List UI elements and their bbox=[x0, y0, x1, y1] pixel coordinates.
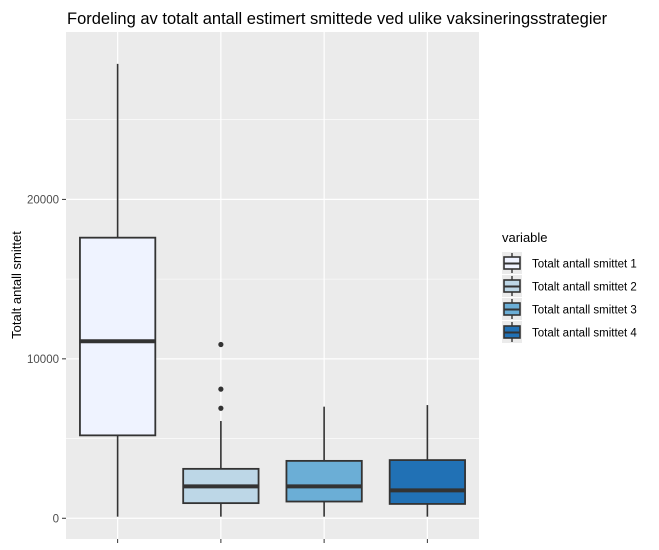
chart-title: Fordeling av totalt antall estimert smit… bbox=[67, 10, 608, 28]
legend-label: Totalt antall smittet 4 bbox=[532, 328, 637, 340]
outlier-point bbox=[218, 386, 224, 392]
box-iqr bbox=[388, 459, 466, 505]
outlier-point bbox=[218, 341, 224, 348]
box-1 bbox=[79, 63, 157, 517]
outlier-point bbox=[218, 405, 224, 411]
legend-label: Totalt antall smittet 2 bbox=[532, 282, 637, 294]
y-axis-title: Totalt antall smittet bbox=[9, 231, 24, 339]
box-4 bbox=[388, 405, 466, 517]
boxes bbox=[79, 63, 466, 517]
box-iqr bbox=[285, 459, 363, 503]
legend: variable Totalt antall smittet 1 Totalt a… bbox=[502, 230, 637, 343]
box-iqr bbox=[79, 236, 157, 437]
y-tick-label: 0 bbox=[53, 513, 59, 525]
y-tick-label: 20000 bbox=[27, 194, 59, 206]
legend-item-2: Totalt antall smittet 2 bbox=[502, 275, 637, 297]
legend-title: variable bbox=[502, 230, 548, 245]
box-2 bbox=[182, 341, 260, 517]
legend-label: Totalt antall smittet 1 bbox=[532, 259, 637, 271]
legend-item-3: Totalt antall smittet 3 bbox=[502, 298, 637, 320]
box-3 bbox=[285, 406, 363, 517]
legend-label: Totalt antall smittet 3 bbox=[532, 305, 637, 317]
legend-item-1: Totalt antall smittet 1 bbox=[502, 252, 637, 274]
y-tick-label: 10000 bbox=[27, 354, 59, 366]
y-axis: 0 10000 20000 bbox=[27, 194, 428, 543]
legend-item-4: Totalt antall smittet 4 bbox=[502, 321, 637, 343]
